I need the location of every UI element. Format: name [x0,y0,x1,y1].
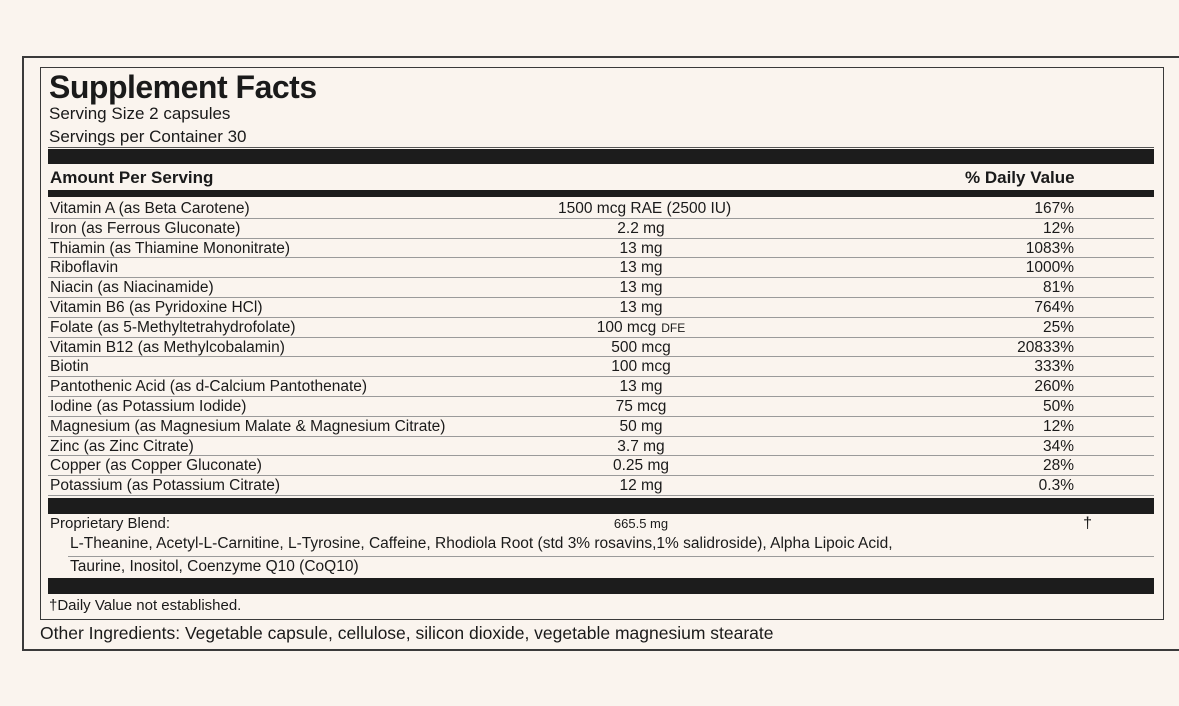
other-ingredients: Other Ingredients: Vegetable capsule, ce… [40,623,774,643]
nutrient-amount: 50 mg [558,418,724,436]
nutrient-name: Copper (as Copper Gluconate) [50,457,262,475]
nutrient-amount-value: 500 mcg [611,338,671,356]
nutrient-amount: 3.7 mg [558,438,724,456]
nutrient-name: Magnesium (as Magnesium Malate & Magnesi… [50,417,446,435]
nutrient-row: Vitamin B12 (as Methylcobalamin) 500 mcg 2… [48,338,1154,358]
nutrient-daily-value: 764% [1034,299,1074,316]
divider-thick [48,578,1154,594]
nutrient-name: Vitamin B12 (as Methylcobalamin) [50,338,285,356]
nutrient-daily-value: 1000% [1025,259,1074,277]
nutrient-row: Folate (as 5-Methyltetrahydrofolate) 100 … [48,318,1154,338]
nutrient-amount-value: 100 mcg [611,358,671,376]
nutrient-name: Folate (as 5-Methyltetrahydrofolate) [50,318,296,336]
nutrient-amount: 500 mcg [558,339,724,357]
nutrient-amount: 100 mcg [558,358,724,376]
nutrient-name: Vitamin B6 (as Pyridoxine HCl) [50,299,263,316]
nutrient-daily-value: 20833% [1017,338,1074,356]
nutrient-row: Niacin (as Niacinamide) 13 mg 81% [48,278,1154,298]
nutrient-name: Niacin (as Niacinamide) [50,279,214,297]
serving-size: Serving Size 2 capsules [49,104,231,123]
nutrient-row: Copper (as Copper Gluconate) 0.25 mg 28% [48,456,1154,477]
nutrient-daily-value: 81% [1042,279,1074,297]
nutrient-name: Iron (as Ferrous Gluconate) [50,219,241,237]
nutrient-amount: 75 mcg [558,398,724,416]
nutrient-name: Riboflavin [50,259,119,277]
nutrient-amount-value: 13 mg [619,239,663,257]
nutrient-amount: 12 mg [558,477,724,495]
nutrient-amount: 1500 mcg RAE (2500 IU) [558,200,731,218]
nutrient-row: Vitamin B6 (as Pyridoxine HCl) 13 mg 764% [48,298,1154,318]
nutrient-unit-note: DFE [661,320,686,335]
nutrient-amount-value: 13 mg [619,378,663,396]
nutrient-amount: 13 mg [558,259,724,277]
blend-amount: 665.5 mg [613,516,669,531]
nutrient-row: Riboflavin 13 mg 1000% [48,258,1154,279]
nutrient-row: Biotin 100 mcg 333% [48,357,1154,378]
nutrient-amount-value: 50 mg [619,417,663,435]
nutrient-name: Thiamin (as Thiamine Mononitrate) [50,239,291,257]
nutrient-row: Magnesium (as Magnesium Malate & Magnesi… [48,417,1154,437]
nutrient-amount: 2.2 mg [558,220,724,238]
nutrient-name: Zinc (as Zinc Citrate) [50,437,194,455]
daily-value-header: % Daily Value [965,168,1075,187]
nutrient-amount-value: 75 mcg [615,398,667,415]
nutrient-amount-value: 100 mcg [596,318,657,336]
nutrient-amount-value: 3.7 mg [617,437,665,455]
nutrient-daily-value: 333% [1034,358,1074,376]
nutrient-daily-value: 12% [1042,219,1074,237]
nutrient-amount: 0.25 mg [558,457,724,475]
nutrient-amount-value: 13 mg [619,259,663,277]
nutrient-amount-value: 2.2 mg [617,219,665,237]
divider-thin [48,147,1154,148]
blend-dagger: † [1083,515,1092,532]
nutrient-name: Vitamin A (as Beta Carotene) [50,200,250,217]
servings-per-container: Servings per Container 30 [49,127,247,146]
blend-ingredients-line-2: Taurine, Inositol, Coenzyme Q10 (CoQ10) [70,558,359,575]
nutrient-amount: 100 mcg DFE [558,319,724,337]
nutrient-amount: 13 mg [558,240,724,258]
proprietary-blend-row: Proprietary Blend: 665.5 mg † [48,514,1154,534]
nutrient-name: Pantothenic Acid (as d-Calcium Pantothen… [50,378,368,396]
divider-thick [48,149,1154,164]
nutrient-amount: 13 mg [558,378,724,396]
nutrient-amount-value: 13 mg [619,279,663,297]
nutrient-daily-value: 167% [1034,200,1074,217]
nutrient-row: Potassium (as Potassium Citrate) 12 mg 0.3… [48,476,1154,496]
amount-per-serving-header: Amount Per Serving [50,168,214,187]
nutrient-row: Pantothenic Acid (as d-Calcium Pantothen… [48,377,1154,397]
nutrient-name: Iodine (as Potassium Iodide) [50,398,247,415]
nutrient-amount-value: 1500 mcg RAE (2500 IU) [558,200,732,217]
daily-value-footnote: †Daily Value not established. [49,597,242,614]
nutrient-daily-value: 28% [1042,457,1074,475]
nutrient-daily-value: 34% [1042,437,1074,455]
nutrient-amount-value: 12 mg [619,477,663,495]
nutrient-name: Potassium (as Potassium Citrate) [50,477,280,495]
nutrient-daily-value: 25% [1042,318,1074,336]
nutrient-amount: 13 mg [558,279,724,297]
blend-ingredients-line-1: L-Theanine, Acetyl-L-Carnitine, L-Tyrosi… [70,535,893,552]
nutrient-name: Biotin [50,358,89,376]
blend-name: Proprietary Blend: [50,515,171,532]
nutrient-row: Iodine (as Potassium Iodide) 75 mcg 50% [48,397,1154,417]
divider-medium [48,190,1154,197]
nutrient-daily-value: 0.3% [1038,477,1074,495]
divider-thick [48,498,1154,514]
nutrient-row: Iron (as Ferrous Gluconate) 2.2 mg 12% [48,219,1154,239]
nutrient-row: Vitamin A (as Beta Carotene) 1500 mcg RAE… [48,199,1154,219]
nutrient-amount-value: 0.25 mg [612,457,669,475]
nutrient-amount: 13 mg [558,299,724,317]
nutrient-daily-value: 1083% [1025,239,1074,257]
nutrient-row: Thiamin (as Thiamine Mononitrate) 13 mg 10… [48,239,1154,259]
label-outer-frame [22,56,1179,651]
nutrient-amount-value: 13 mg [619,299,663,316]
divider-thin [68,556,1154,557]
supplement-facts-panel [40,67,1164,620]
panel-title: Supplement Facts [49,69,317,105]
nutrient-daily-value: 50% [1042,398,1074,415]
nutrient-daily-value: 260% [1034,378,1074,396]
nutrient-row: Zinc (as Zinc Citrate) 3.7 mg 34% [48,437,1154,457]
nutrient-daily-value: 12% [1042,417,1074,435]
